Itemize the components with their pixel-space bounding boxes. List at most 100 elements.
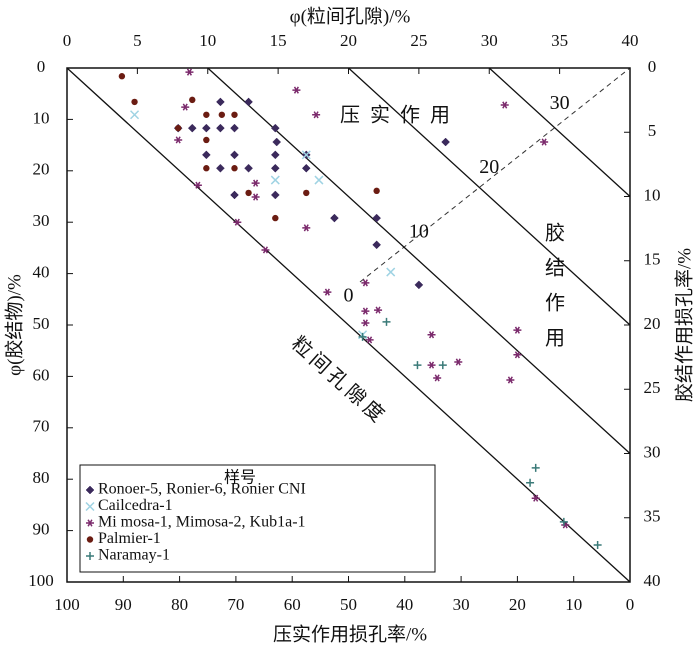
x-tick-label-top: 25 [410, 31, 427, 50]
point [427, 361, 436, 369]
point [118, 73, 126, 80]
y-tick-label-left: 0 [37, 57, 46, 76]
point [361, 319, 370, 327]
point [441, 137, 450, 147]
porosity-line-label: 10 [409, 220, 429, 242]
x-tick-label-bottom: 60 [284, 595, 301, 614]
x-tick-label-top: 35 [551, 31, 568, 50]
y-tick-label-right: 20 [644, 314, 661, 333]
point [373, 187, 380, 195]
point [454, 358, 463, 366]
x-tick-label-bottom: 40 [396, 595, 413, 614]
point [526, 478, 535, 487]
x-tick-label-bottom: 80 [171, 595, 188, 614]
point [244, 97, 253, 107]
point [301, 163, 311, 173]
point [218, 111, 226, 118]
point [513, 351, 522, 359]
point [270, 150, 280, 160]
legend-label: Cailcedra-1 [98, 497, 173, 514]
point [303, 189, 310, 197]
point [433, 374, 442, 382]
point [251, 179, 260, 187]
legend-marker [85, 485, 95, 495]
point [270, 123, 280, 133]
legend-marker [86, 552, 94, 560]
point [231, 165, 238, 172]
point [372, 213, 382, 223]
point [500, 101, 509, 109]
point [270, 190, 280, 200]
legend-label: Ronoer-5, Ronier-6, Ronier CNI [98, 481, 306, 498]
point [301, 150, 311, 160]
point [531, 463, 540, 472]
point [203, 136, 210, 144]
point [427, 331, 436, 339]
point [330, 213, 339, 223]
point [270, 163, 280, 173]
point [531, 494, 540, 502]
y-title-right: 胶结作用损孔率/% [673, 248, 695, 402]
y-tick-label-left: 40 [33, 263, 50, 282]
point [189, 96, 196, 104]
point [201, 150, 211, 160]
y-title-left: φ(胶结物)/% [3, 274, 25, 376]
point [216, 163, 225, 173]
point [187, 123, 197, 133]
boundary-line [359, 67, 631, 283]
y-tick-label-right: 5 [648, 121, 657, 140]
point [270, 175, 280, 185]
porosity-line [488, 67, 631, 197]
x-tick-label-bottom: 100 [54, 595, 80, 614]
point [559, 517, 568, 526]
point [302, 224, 311, 232]
y-tick-label-left: 60 [33, 365, 50, 384]
point [506, 376, 515, 384]
y-tick-label-right: 0 [648, 57, 657, 76]
point [292, 86, 301, 94]
point [230, 190, 239, 200]
point [245, 189, 252, 197]
porosity-line-label: 30 [550, 92, 570, 114]
point [540, 138, 549, 146]
point [358, 332, 367, 341]
annotation: 作 [545, 292, 565, 315]
y-tick-label-right: 40 [644, 571, 661, 590]
point [513, 326, 522, 334]
annotation: 压实作用 [340, 104, 460, 127]
legend-marker [86, 536, 94, 543]
point [230, 150, 239, 160]
point [272, 137, 282, 147]
annotation: 粒间孔隙度 [287, 332, 392, 429]
legend-box [79, 464, 436, 573]
point [203, 165, 210, 172]
point [231, 111, 238, 118]
x-tick-label-bottom: 90 [115, 595, 132, 614]
x-tick-label-top: 40 [622, 31, 639, 50]
porosity-line-label: 20 [479, 156, 499, 178]
legend-label: Palmier-1 [98, 530, 161, 547]
point [201, 123, 211, 133]
y-tick-label-left: 80 [33, 468, 50, 487]
point [131, 98, 138, 106]
y-tick-label-right: 30 [644, 442, 661, 461]
x-tick-label-top: 10 [199, 31, 216, 50]
y-tick-label-right: 25 [644, 378, 661, 397]
y-tick-label-right: 35 [644, 507, 661, 526]
point [438, 361, 447, 370]
point [374, 306, 383, 314]
point [361, 307, 370, 315]
annotation: 用 [545, 328, 565, 350]
x-title-bottom: 压实作用损孔率/% [273, 623, 427, 645]
y-tick-label-left: 70 [33, 417, 50, 436]
point [203, 111, 210, 118]
point [193, 181, 202, 189]
point [382, 317, 391, 326]
annotation: 胶 [545, 222, 565, 245]
point [314, 175, 324, 185]
x-tick-label-bottom: 20 [509, 595, 526, 614]
x-tick-label-bottom: 70 [227, 595, 244, 614]
point [130, 110, 140, 120]
point [185, 68, 194, 76]
